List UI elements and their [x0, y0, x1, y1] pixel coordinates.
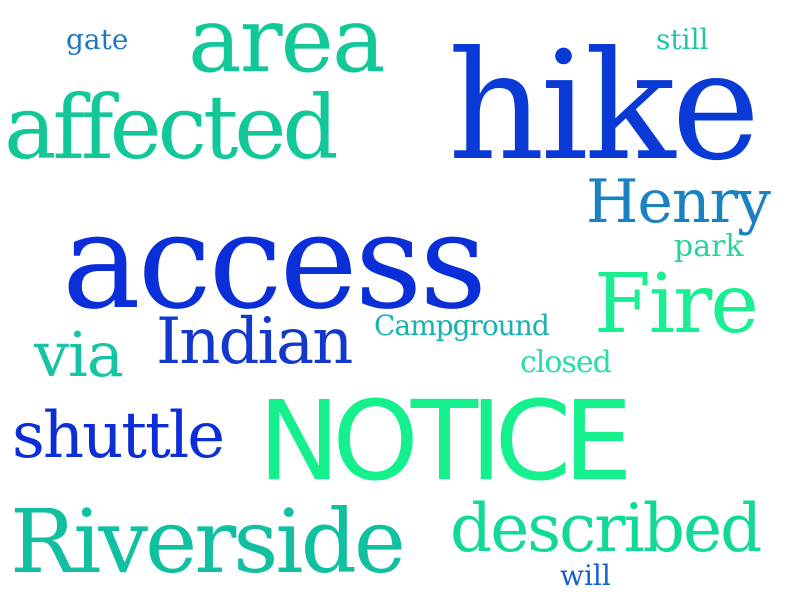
word-area: area	[188, 0, 386, 93]
word-described: described	[450, 490, 762, 567]
word-via: via	[34, 318, 124, 391]
word-access: access	[62, 185, 487, 339]
word-campground: Campground	[374, 309, 550, 342]
word-gate: gate	[66, 23, 129, 56]
word-notice: NOTICE	[258, 377, 633, 505]
word-affected: affected	[4, 76, 339, 179]
word-fire: Fire	[594, 257, 759, 352]
word-closed: closed	[520, 345, 612, 380]
word-will: will	[560, 559, 611, 592]
word-still: still	[656, 23, 709, 56]
word-hike: hike	[448, 20, 760, 194]
word-henry: Henry	[586, 167, 771, 237]
word-shuttle: shuttle	[12, 399, 225, 473]
word-park: park	[674, 229, 744, 264]
word-indian: Indian	[156, 305, 353, 379]
word-riverside: Riverside	[10, 490, 406, 593]
